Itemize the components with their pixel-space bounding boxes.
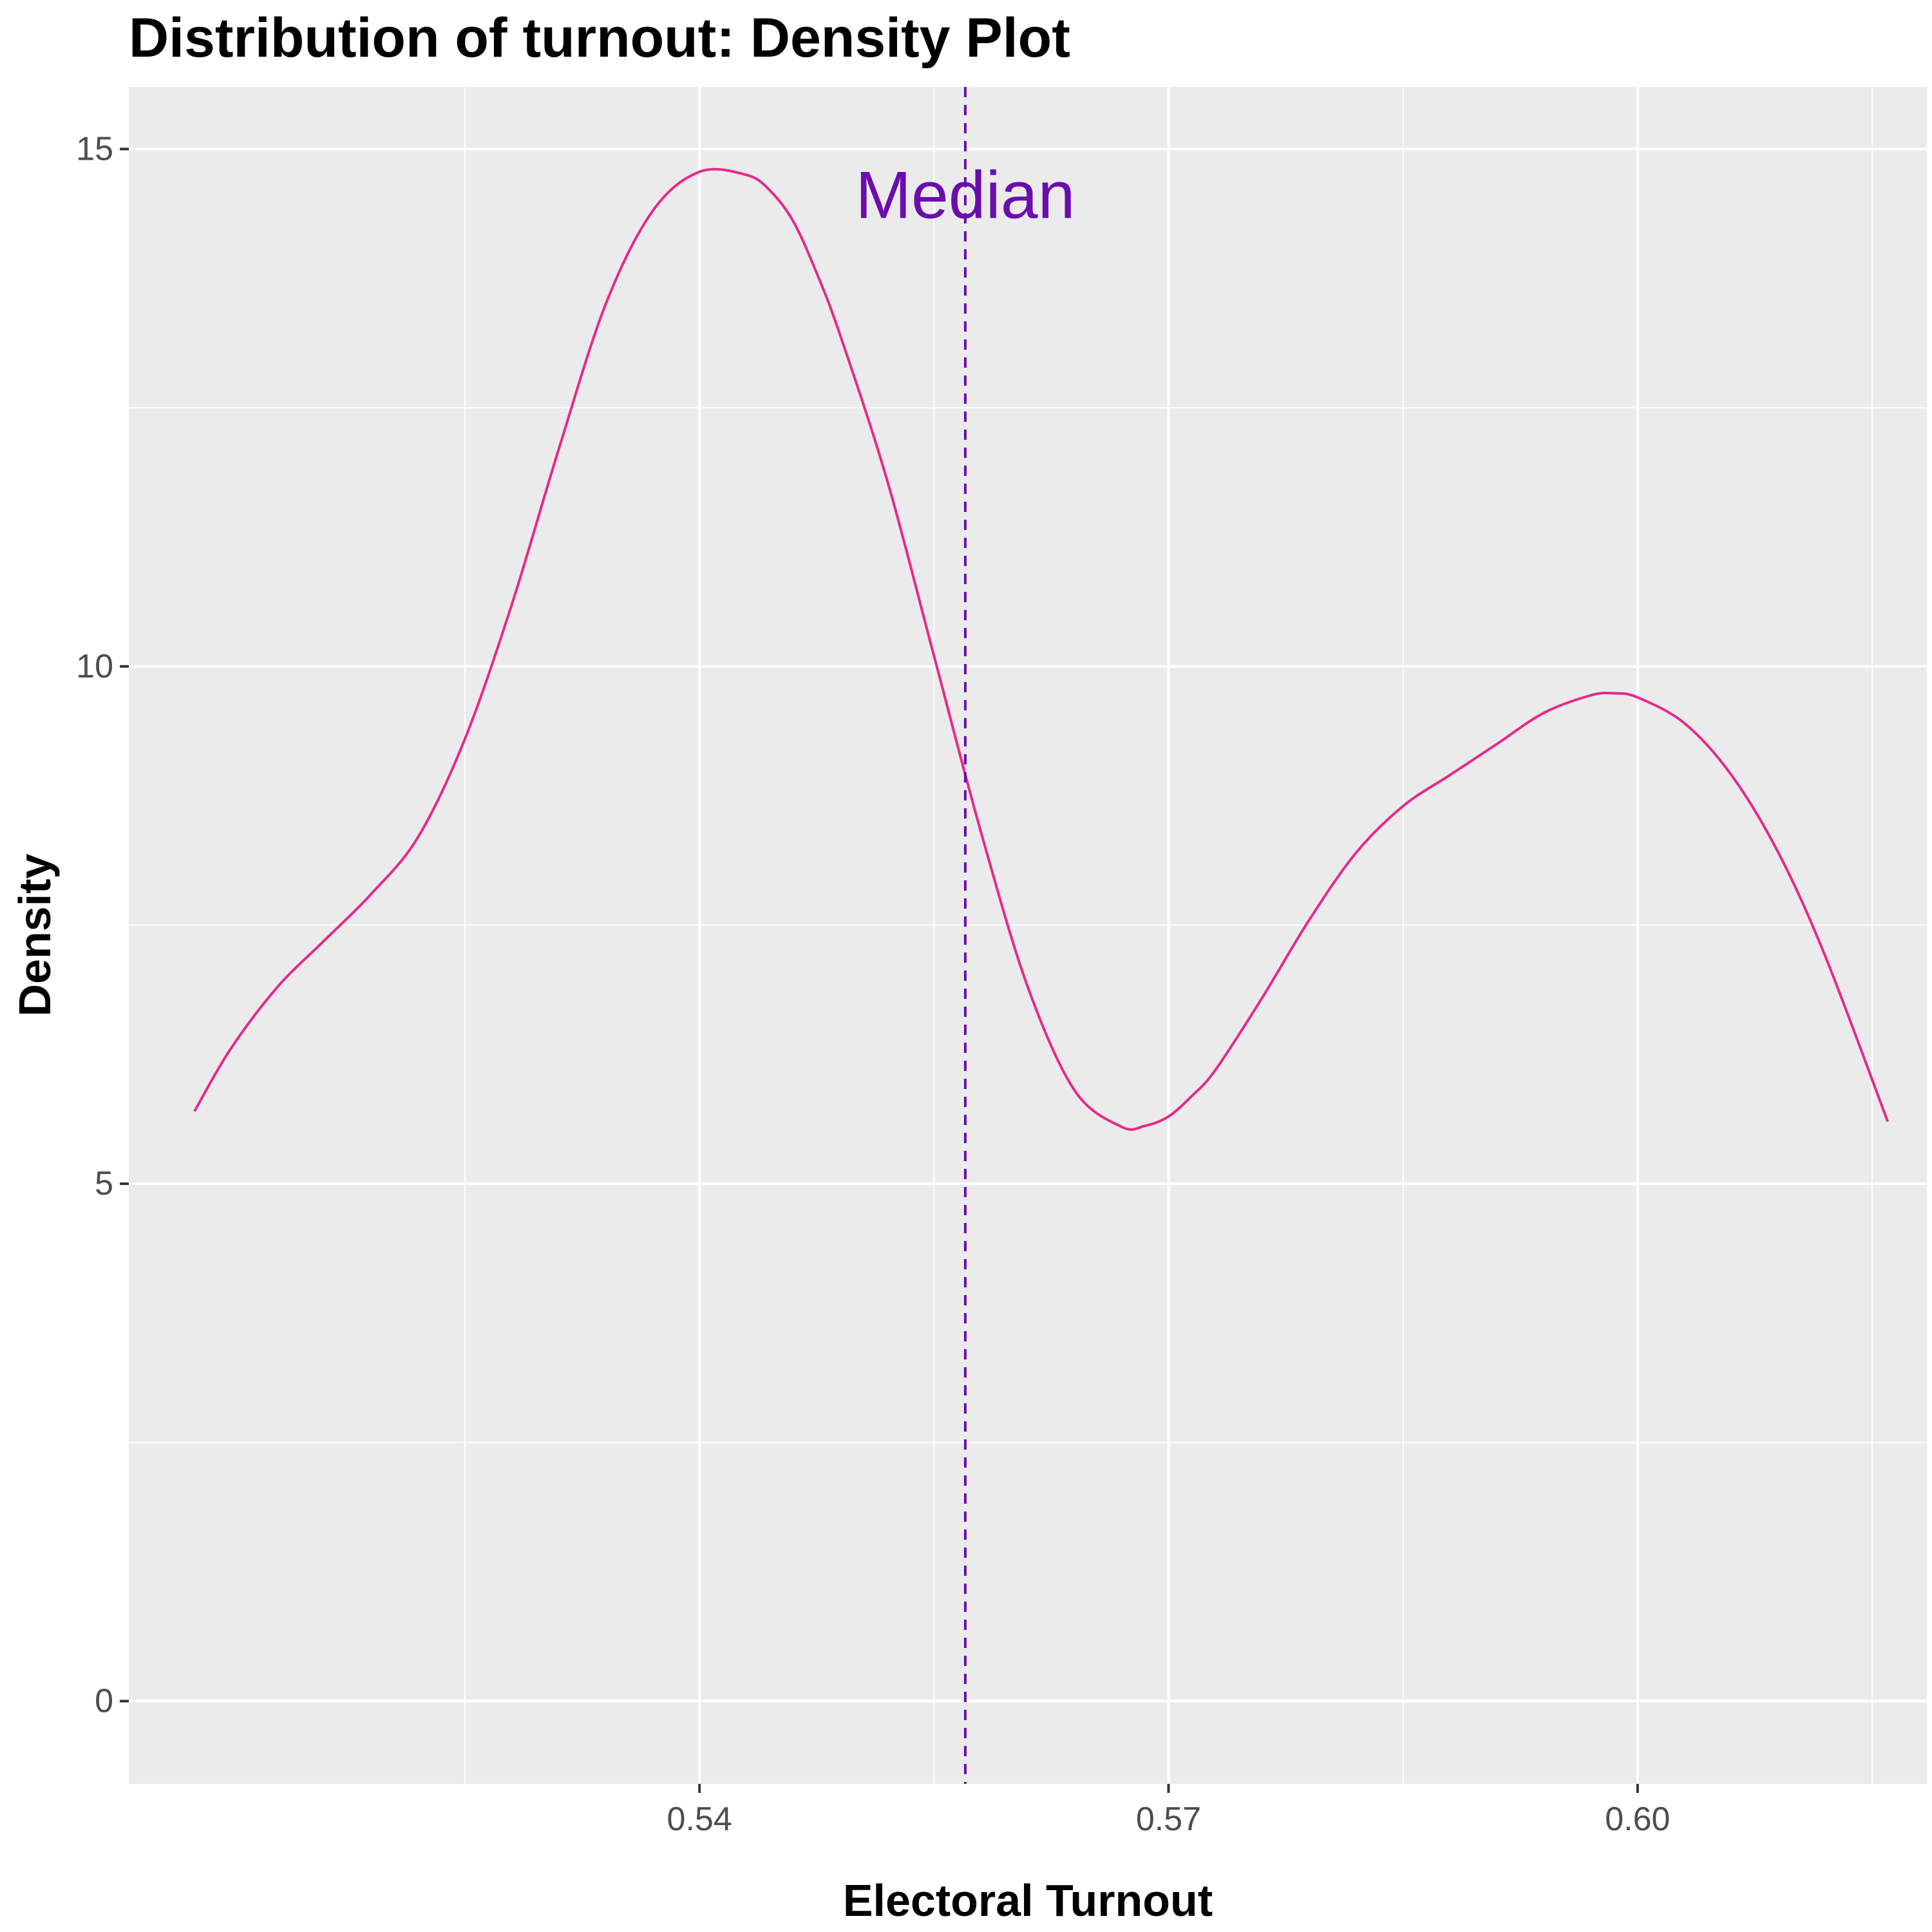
y-tick-label: 15 <box>76 130 113 167</box>
grid-major <box>129 87 1927 1784</box>
x-tick-label: 0.60 <box>1605 1801 1670 1838</box>
y-tick-label: 5 <box>95 1165 113 1202</box>
x-tick-label: 0.57 <box>1136 1801 1201 1838</box>
x-axis-title: Electoral Turnout <box>843 1875 1213 1926</box>
annotation-layer: Median <box>855 87 1075 1784</box>
x-tick-label: 0.54 <box>667 1801 732 1838</box>
y-axis: 0 5 10 15 <box>76 130 129 1719</box>
y-tick-label: 0 <box>95 1682 113 1719</box>
y-axis-title: Density <box>10 854 60 1017</box>
plot-panel <box>129 87 1927 1784</box>
grid-minor <box>129 87 1927 1784</box>
series-layer <box>193 167 1889 1131</box>
x-axis: 0.54 0.57 0.60 <box>667 1784 1670 1838</box>
density-curve <box>193 167 1889 1131</box>
median-label: Median <box>855 158 1075 233</box>
chart-title: Distribution of turnout: Density Plot <box>129 7 1070 69</box>
y-tick-label: 10 <box>76 648 113 685</box>
